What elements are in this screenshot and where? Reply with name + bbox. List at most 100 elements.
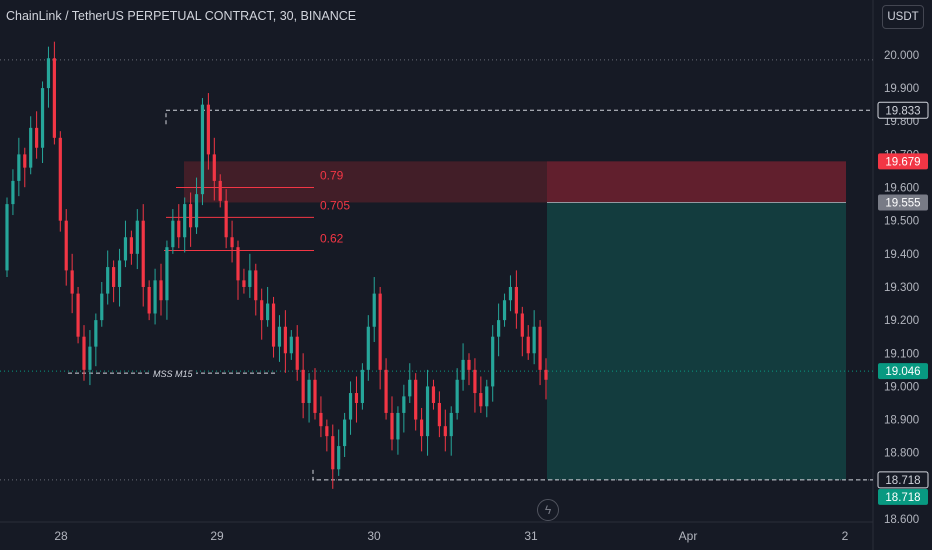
price-tag-target_tag[interactable] xyxy=(878,488,928,505)
candle-body[interactable] xyxy=(343,419,347,447)
candle-body[interactable] xyxy=(508,286,513,301)
candle-body[interactable] xyxy=(70,270,74,294)
candle-body[interactable] xyxy=(224,200,228,238)
candle-body[interactable] xyxy=(289,336,293,354)
candle-body[interactable] xyxy=(420,419,424,437)
candle-body[interactable] xyxy=(129,237,133,254)
candle-body[interactable] xyxy=(165,247,169,301)
candle-body[interactable] xyxy=(408,379,412,397)
candle-body[interactable] xyxy=(206,104,210,155)
price-tag-entry[interactable] xyxy=(878,194,928,211)
candle-body[interactable] xyxy=(29,127,33,168)
candle-body[interactable] xyxy=(94,320,98,347)
target-dashed-line[interactable] xyxy=(312,469,873,481)
candle-body[interactable] xyxy=(189,204,193,228)
candle-body[interactable] xyxy=(11,180,15,205)
candle-body[interactable] xyxy=(52,58,56,138)
candle-body[interactable] xyxy=(431,386,436,403)
candle-body[interactable] xyxy=(491,336,495,387)
candle-body[interactable] xyxy=(147,286,151,314)
candle-body[interactable] xyxy=(372,293,376,327)
candle-body[interactable] xyxy=(177,220,181,238)
price-tag-last_price[interactable] xyxy=(878,363,928,380)
candle-body[interactable] xyxy=(502,300,507,321)
candle-body[interactable] xyxy=(194,194,199,228)
candle-body[interactable] xyxy=(100,293,104,321)
candle-body[interactable] xyxy=(106,267,110,294)
candle-body[interactable] xyxy=(5,204,9,271)
candle-body[interactable] xyxy=(319,412,323,427)
candle-body[interactable] xyxy=(467,359,471,370)
candle-body[interactable] xyxy=(348,393,353,420)
currency-button[interactable]: USDT xyxy=(882,5,924,29)
candle-body[interactable] xyxy=(17,154,21,181)
candle-body[interactable] xyxy=(532,326,536,354)
candle-body[interactable] xyxy=(82,336,86,370)
candle-body[interactable] xyxy=(443,426,447,437)
candle-body[interactable] xyxy=(402,396,406,413)
candle-body[interactable] xyxy=(485,386,489,407)
candle-body[interactable] xyxy=(479,393,483,407)
candle-body[interactable] xyxy=(88,346,92,370)
candle-body[interactable] xyxy=(497,320,501,337)
candle-body[interactable] xyxy=(40,88,45,148)
price-tag-stop_loss[interactable] xyxy=(878,153,928,170)
candle-body[interactable] xyxy=(283,326,287,354)
candle-body[interactable] xyxy=(325,426,329,437)
candle-body[interactable] xyxy=(384,369,388,413)
candle-body[interactable] xyxy=(520,313,524,337)
candle-body[interactable] xyxy=(461,359,465,380)
candle-body[interactable] xyxy=(307,379,311,403)
candle-body[interactable] xyxy=(337,446,341,470)
candle-body[interactable] xyxy=(76,293,80,337)
candle-body[interactable] xyxy=(455,379,459,413)
candle-body[interactable] xyxy=(396,412,400,440)
candle-body[interactable] xyxy=(354,393,359,403)
candle-body[interactable] xyxy=(254,270,258,301)
candle-body[interactable] xyxy=(183,204,187,238)
candle-body[interactable] xyxy=(360,369,364,403)
candle-body[interactable] xyxy=(514,286,518,314)
price-tag-high_line[interactable] xyxy=(877,101,929,119)
candle-body[interactable] xyxy=(35,127,39,148)
candle-body[interactable] xyxy=(538,326,542,370)
candle-body[interactable] xyxy=(64,220,68,271)
candle-body[interactable] xyxy=(171,220,175,248)
candle-body[interactable] xyxy=(236,247,240,281)
stop-zone[interactable] xyxy=(547,161,846,203)
candle-body[interactable] xyxy=(378,293,382,370)
candle-body[interactable] xyxy=(23,154,27,168)
target-zone[interactable] xyxy=(547,202,846,480)
candle-body[interactable] xyxy=(200,104,205,195)
candle-body[interactable] xyxy=(526,336,530,354)
candle-body[interactable] xyxy=(544,369,548,380)
candle-body[interactable] xyxy=(390,412,394,440)
candle-body[interactable] xyxy=(58,137,62,221)
candle-body[interactable] xyxy=(135,220,139,254)
candle-body[interactable] xyxy=(242,280,246,287)
candle-body[interactable] xyxy=(159,280,163,301)
candle-body[interactable] xyxy=(313,379,317,413)
candle-body[interactable] xyxy=(295,336,299,370)
candle-body[interactable] xyxy=(331,436,335,470)
candle-body[interactable] xyxy=(153,280,157,314)
candle-body[interactable] xyxy=(473,369,477,394)
candle-body[interactable] xyxy=(449,412,453,437)
lightning-icon[interactable]: ϟ xyxy=(537,499,559,521)
candle-body[interactable] xyxy=(117,260,122,287)
candle-body[interactable] xyxy=(248,270,252,287)
candle-body[interactable] xyxy=(123,237,128,261)
candle-body[interactable] xyxy=(414,379,418,420)
candle-body[interactable] xyxy=(212,154,216,181)
candle-body[interactable] xyxy=(266,303,270,321)
candle-body[interactable] xyxy=(112,267,116,287)
candle-body[interactable] xyxy=(277,326,282,347)
fib-box[interactable] xyxy=(184,161,547,203)
candle-body[interactable] xyxy=(425,386,430,437)
price-tag-target[interactable] xyxy=(877,471,929,489)
candle-body[interactable] xyxy=(366,326,370,370)
high-dashed-line[interactable] xyxy=(165,109,873,125)
candle-body[interactable] xyxy=(271,303,276,347)
